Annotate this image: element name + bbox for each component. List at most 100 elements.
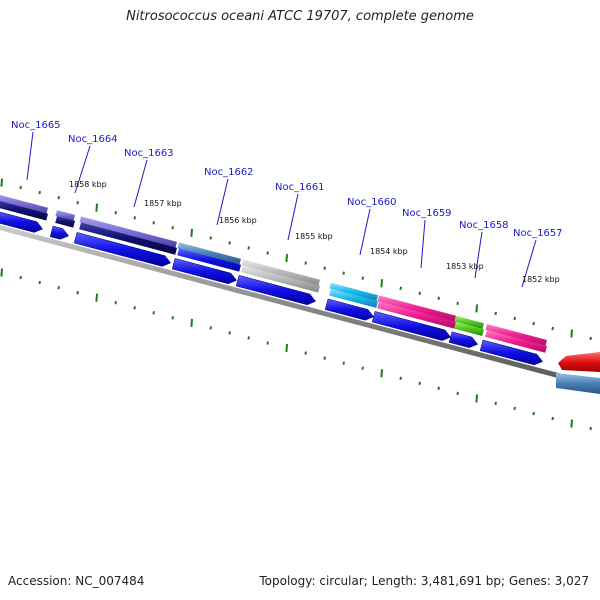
label-leader [133,159,148,208]
cds-arrow [235,274,316,306]
label-leader [287,193,299,241]
outer-tick [532,321,535,326]
map-title: Nitrosococcus oceani ATCC 19707, complet… [126,9,474,24]
inner-tick [380,369,383,378]
outer-tick [323,266,326,270]
inner-tick [475,394,478,403]
gene-box [377,295,456,322]
outer-tick [152,221,155,225]
kbp-labels: 1858 kbp 1857 kbp 1856 kbp 1855 kbp 1854 kbp… [69,180,560,284]
label-leader [521,239,537,288]
backbone-line [0,225,600,390]
genome-backbone [0,225,600,390]
inner-tick [95,293,98,302]
kbp-label: 1857 kbp [144,199,182,208]
gene-label: Noc_1660 [347,197,397,208]
outer-tick [38,190,41,195]
inner-tick [152,311,155,315]
gene-label: Noc_1664 [68,134,118,145]
outer-tick [494,311,497,316]
label-leader [359,208,371,256]
inner-tick [114,301,117,305]
outer-tick [133,216,136,220]
gene-label: Noc_1662 [204,167,254,178]
outer-tick [19,185,22,190]
cds-arrow [49,225,70,240]
kbp-label: 1853 kbp [446,262,484,271]
inner-tick [494,401,497,406]
inner-tick [589,426,592,431]
outer-tick [95,203,98,212]
cds-arrow [171,258,238,285]
cds-arrow [324,298,374,321]
inner-tick [228,331,231,335]
inner-tick [361,366,364,370]
label-leaders [26,131,537,288]
outer-tick [399,286,402,290]
outer-tick [114,211,117,215]
gene-box [241,259,320,286]
label-leader [420,219,426,269]
outer-tick [266,251,269,255]
cds-arrow [479,339,544,366]
outer-tick [570,329,573,338]
accession-label: Accession: NC_007484 [8,574,145,588]
inner-tick [266,341,269,345]
inner-tick [399,376,402,380]
outer-tick [285,253,288,263]
outer-tick [475,304,478,313]
gene-label: Noc_1665 [11,120,61,131]
outer-tick [361,276,364,280]
label-leader [26,131,34,181]
inner-tick [304,351,307,355]
cds-arrow-track [0,211,544,366]
inner-tick [551,416,554,421]
gene-track [0,195,547,353]
inner-tick [513,406,516,411]
inner-tick [323,356,326,360]
inner-tick [38,280,41,285]
outer-tick [342,271,345,275]
gene-box-inner [79,222,177,255]
cds-arrow [73,232,171,267]
gene-box-inner [329,288,378,308]
kbp-label: 1858 kbp [69,180,107,189]
gene-box-inner [377,301,456,329]
outer-tick [57,195,60,200]
inner-tick [456,391,459,396]
inner-tick [437,386,440,391]
outer-tick [304,261,307,265]
gene-labels: Noc_1665 Noc_1664 Noc_1663 Noc_1662 Noc_1661… [11,120,563,239]
outer-tick [513,316,516,321]
inner-tick [209,326,212,330]
outer-tick [190,228,193,237]
outer-tick [551,326,554,331]
gene-label: Noc_1657 [513,228,563,239]
inner-tick [285,343,288,353]
inner-tick [342,361,345,365]
inner-tick [190,318,193,327]
inner-tick [171,316,174,320]
gene-box [177,242,241,265]
outer-tick [171,226,174,230]
kbp-label: 1855 kbp [295,232,333,241]
gene-box [79,216,177,248]
kbp-label: 1856 kbp [219,216,257,225]
inner-tick [133,306,136,310]
label-leader [474,231,483,279]
gene-box [55,210,75,221]
inner-tick [19,275,22,280]
inner-tick [247,336,250,340]
red-feature [558,352,600,372]
gene-box-inner [177,248,241,272]
outer-tick [76,200,79,205]
label-leader [216,178,229,226]
outer-tick [0,178,3,187]
outer-tick [209,236,212,240]
gene-box-inner [241,265,320,293]
outer-tick-track [0,178,592,341]
gene-box [485,324,547,346]
gene-label: Noc_1659 [402,208,452,219]
inner-tick [76,290,79,295]
